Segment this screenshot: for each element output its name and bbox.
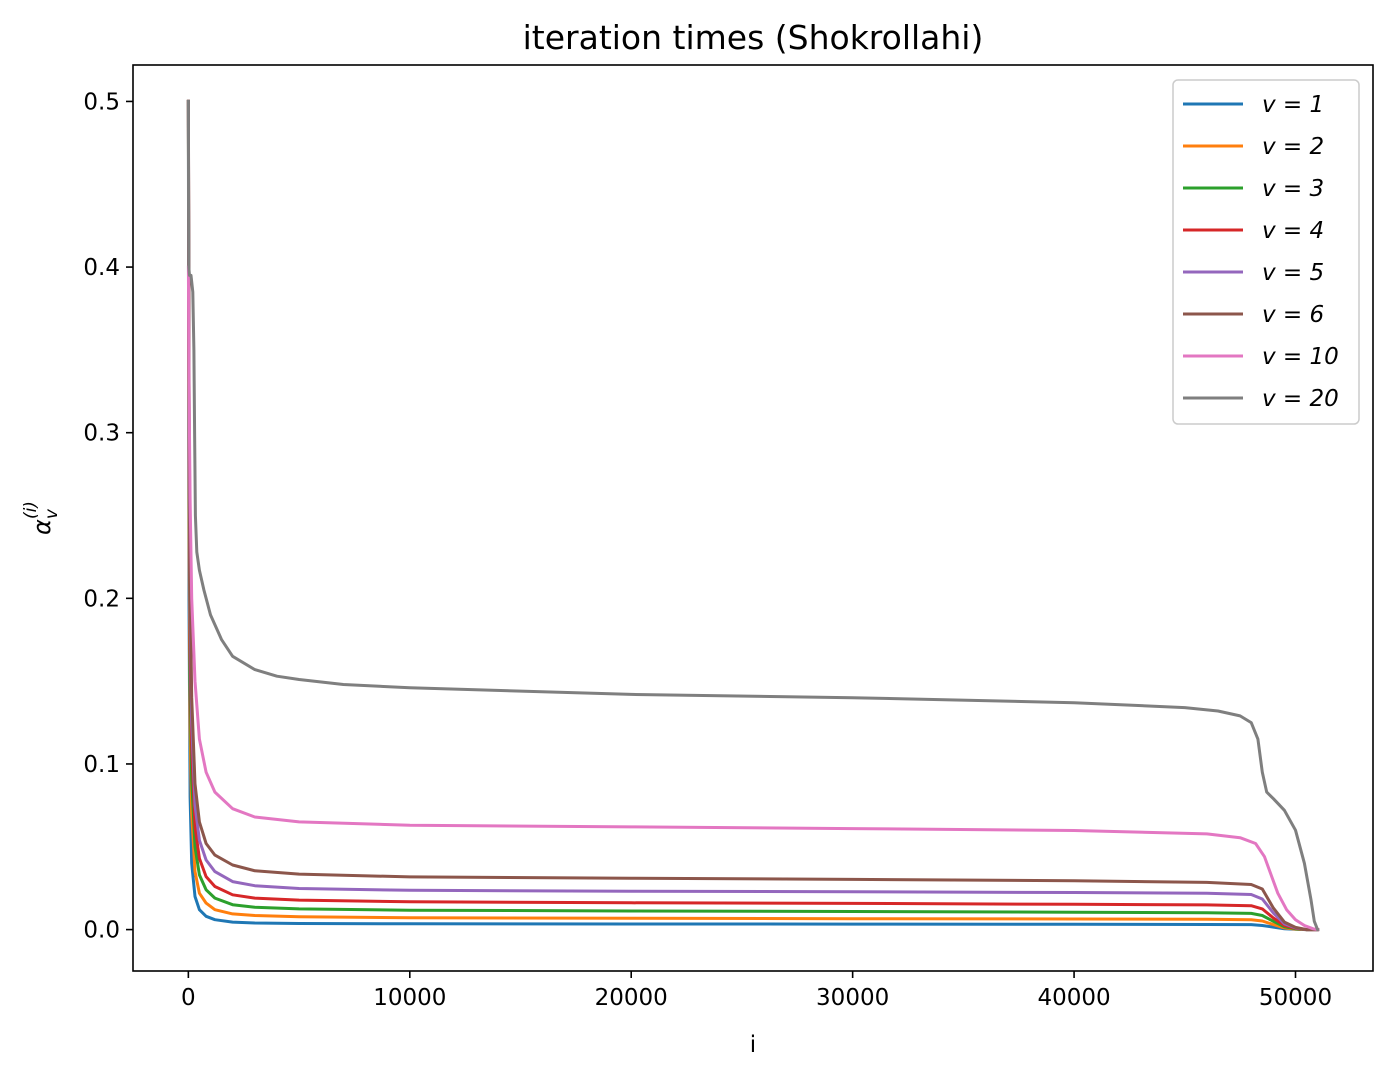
x-tick-label: 30000	[816, 985, 889, 1011]
y-tick-label: 0.3	[83, 421, 120, 447]
legend-label: v = 5	[1262, 260, 1324, 286]
y-tick-label: 0.4	[83, 255, 120, 281]
series-line-6	[186, 265, 1320, 932]
series-line-0	[186, 99, 1320, 932]
x-axis-label: i	[750, 1032, 756, 1058]
y-tick-label: 0.5	[83, 89, 120, 115]
legend-label: v = 3	[1262, 176, 1324, 202]
legend-label: v = 1	[1262, 92, 1324, 118]
legend-label: v = 20	[1262, 386, 1339, 412]
series-line-7	[186, 99, 1320, 932]
legend: v = 1 v = 2 v = 3 v = 4 v = 5 v = 6 v = 10 v = …	[1172, 79, 1360, 425]
chart-title: iteration times (Shokrollahi)	[523, 18, 984, 57]
series-layer	[186, 99, 1320, 932]
x-axis-ticks: 0 10000 20000 30000 40000 50000	[181, 971, 1332, 1011]
y-axis-ticks: 0.0 0.1 0.2 0.3 0.4 0.5	[83, 89, 133, 944]
x-tick-label: 0	[181, 985, 196, 1011]
y-tick-label: 0.2	[83, 586, 120, 612]
legend-label: v = 2	[1262, 134, 1324, 160]
legend-box	[1172, 79, 1360, 425]
legend-label: v = 10	[1262, 344, 1339, 370]
x-tick-label: 10000	[373, 985, 446, 1011]
legend-entries: v = 1 v = 2 v = 3 v = 4 v = 5 v = 6 v = 10 v = …	[1183, 92, 1339, 412]
legend-label: v = 6	[1262, 302, 1324, 328]
legend-label: v = 4	[1262, 218, 1324, 244]
series-line-1	[186, 99, 1320, 932]
y-tick-label: 0.0	[83, 918, 120, 944]
axes-frame	[132, 64, 1374, 972]
y-tick-label: 0.1	[83, 752, 120, 778]
x-tick-label: 50000	[1259, 985, 1332, 1011]
x-tick-label: 20000	[595, 985, 668, 1011]
series-line-5	[186, 99, 1320, 932]
x-tick-label: 40000	[1037, 985, 1110, 1011]
plot-area	[132, 64, 1374, 972]
